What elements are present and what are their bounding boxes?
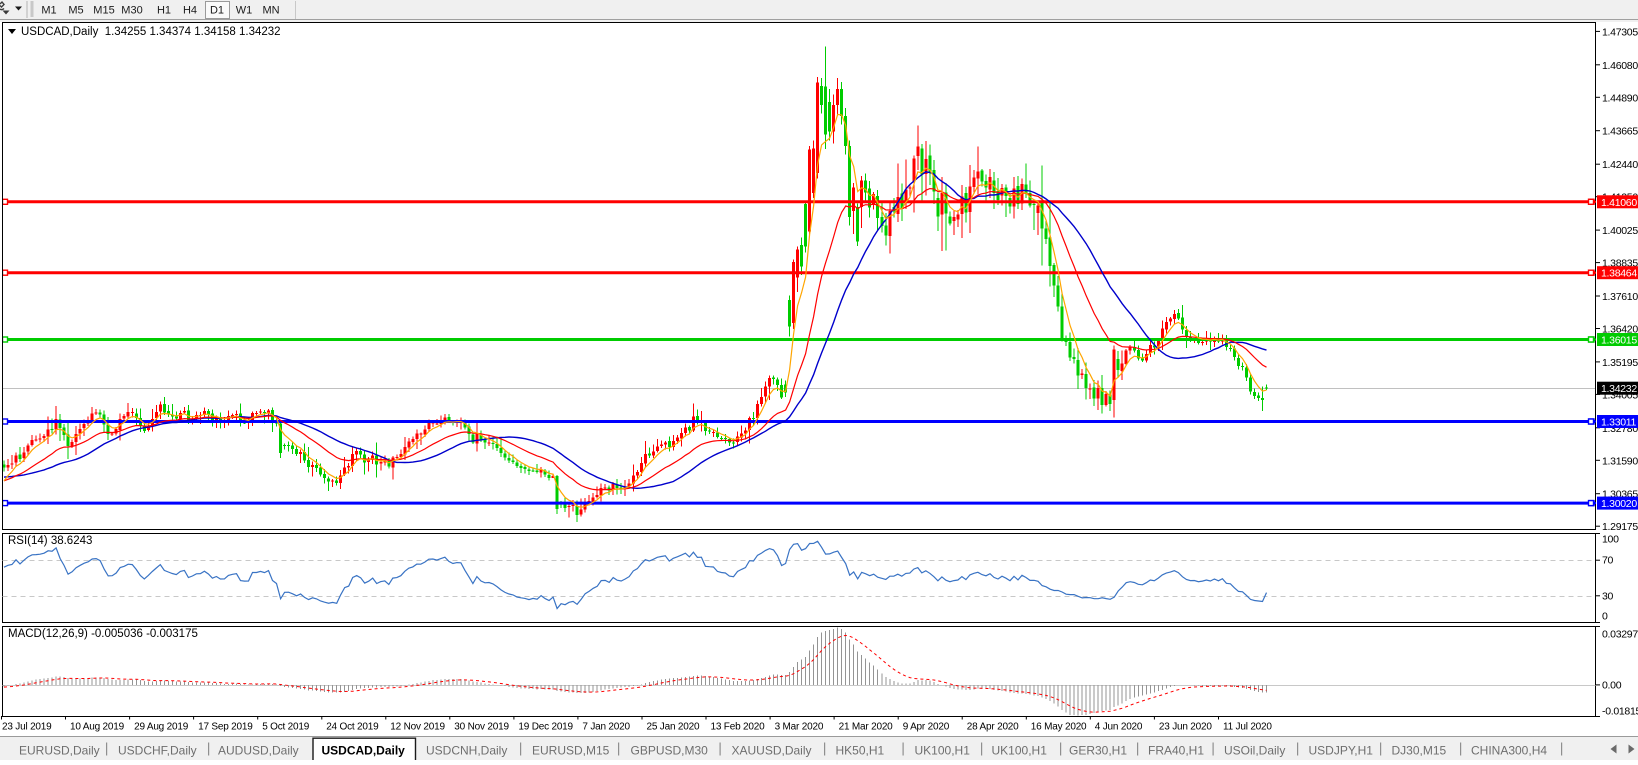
svg-text:UK100,H1: UK100,H1 (992, 744, 1048, 758)
svg-text:24 Oct 2019: 24 Oct 2019 (326, 722, 379, 733)
svg-text:0.00: 0.00 (1602, 679, 1622, 691)
svg-text:1.40025: 1.40025 (1602, 225, 1638, 237)
svg-text:12 Nov 2019: 12 Nov 2019 (390, 722, 445, 733)
svg-text:RSI(14) 38.6243: RSI(14) 38.6243 (8, 535, 92, 547)
svg-text:M15: M15 (93, 5, 114, 17)
svg-text:1.34232: 1.34232 (1601, 383, 1637, 395)
svg-text:7 Jan 2020: 7 Jan 2020 (582, 722, 630, 733)
svg-text:EURUSD,Daily: EURUSD,Daily (19, 744, 100, 758)
svg-text:FRA40,H1: FRA40,H1 (1148, 744, 1204, 758)
svg-text:XAUUSD,Daily: XAUUSD,Daily (732, 744, 812, 758)
svg-text:0: 0 (1602, 611, 1608, 623)
svg-text:GBPUSD,M30: GBPUSD,M30 (631, 744, 709, 758)
svg-text:30: 30 (1602, 590, 1614, 602)
svg-text:USOil,Daily: USOil,Daily (1224, 744, 1285, 758)
svg-text:1.33011: 1.33011 (1601, 417, 1637, 429)
svg-text:17 Sep 2019: 17 Sep 2019 (198, 722, 253, 733)
svg-text:0.032972: 0.032972 (1602, 629, 1638, 641)
svg-text:21 Mar 2020: 21 Mar 2020 (839, 722, 894, 733)
svg-text:UK100,H1: UK100,H1 (915, 744, 971, 758)
svg-text:23 Jun 2020: 23 Jun 2020 (1159, 722, 1212, 733)
svg-text:11 Jul 2020: 11 Jul 2020 (1223, 722, 1272, 733)
svg-text:1.44890: 1.44890 (1602, 92, 1638, 104)
svg-text:M1: M1 (41, 5, 56, 17)
svg-text:4 Jun 2020: 4 Jun 2020 (1095, 722, 1143, 733)
svg-text:USDCHF,Daily: USDCHF,Daily (118, 744, 197, 758)
svg-text:29 Aug 2019: 29 Aug 2019 (134, 722, 189, 733)
svg-text:16 May 2020: 16 May 2020 (1031, 722, 1087, 733)
svg-text:HK50,H1: HK50,H1 (836, 744, 885, 758)
svg-text:M5: M5 (68, 5, 83, 17)
svg-text:19 Dec 2019: 19 Dec 2019 (518, 722, 573, 733)
svg-text:H4: H4 (183, 5, 197, 17)
svg-text:5 Oct 2019: 5 Oct 2019 (262, 722, 310, 733)
svg-text:10 Aug 2019: 10 Aug 2019 (70, 722, 125, 733)
svg-text:9 Apr 2020: 9 Apr 2020 (903, 722, 950, 733)
svg-text:70: 70 (1602, 555, 1614, 567)
svg-text:EURUSD,M15: EURUSD,M15 (532, 744, 610, 758)
svg-text:USDCAD,Daily: USDCAD,Daily (322, 744, 406, 758)
svg-text:GER30,H1: GER30,H1 (1069, 744, 1127, 758)
svg-text:H1: H1 (157, 5, 171, 17)
svg-text:D1: D1 (210, 5, 224, 17)
svg-text:1.41060: 1.41060 (1601, 197, 1637, 209)
svg-text:MN: MN (262, 5, 279, 17)
svg-text:1.36420: 1.36420 (1602, 324, 1638, 336)
svg-text:1.29175: 1.29175 (1602, 521, 1638, 533)
svg-text:DJ30,M15: DJ30,M15 (1392, 744, 1447, 758)
svg-text:30 Nov 2019: 30 Nov 2019 (454, 722, 509, 733)
svg-text:CHINA300,H4: CHINA300,H4 (1471, 744, 1547, 758)
svg-text:100: 100 (1602, 534, 1619, 546)
svg-text:1.38464: 1.38464 (1601, 268, 1637, 280)
svg-text:1.30020: 1.30020 (1601, 498, 1637, 510)
svg-text:1.35195: 1.35195 (1602, 357, 1638, 369)
svg-text:USDCNH,Daily: USDCNH,Daily (426, 744, 507, 758)
svg-text:1.37610: 1.37610 (1602, 291, 1638, 303)
svg-text:W1: W1 (236, 5, 253, 17)
svg-text:1.31590: 1.31590 (1602, 455, 1638, 467)
svg-text:3 Mar 2020: 3 Mar 2020 (775, 722, 824, 733)
svg-text:28 Apr 2020: 28 Apr 2020 (967, 722, 1019, 733)
svg-text:1.46080: 1.46080 (1602, 60, 1638, 72)
svg-text:13 Feb 2020: 13 Feb 2020 (711, 722, 766, 733)
svg-text:1.42440: 1.42440 (1602, 159, 1638, 171)
svg-text:-0.018154: -0.018154 (1602, 706, 1638, 718)
svg-text:1.43665: 1.43665 (1602, 126, 1638, 138)
svg-text:M30: M30 (121, 5, 142, 17)
svg-text:23 Jul 2019: 23 Jul 2019 (2, 722, 52, 733)
svg-text:1.36015: 1.36015 (1601, 335, 1637, 347)
svg-text:USDJPY,H1: USDJPY,H1 (1309, 744, 1374, 758)
svg-text:25 Jan 2020: 25 Jan 2020 (647, 722, 700, 733)
svg-text:1.47305: 1.47305 (1602, 26, 1638, 38)
svg-text:USDCAD,Daily 1.34255 1.34374: USDCAD,Daily 1.34255 1.34374 1.34158 1.3… (21, 26, 281, 38)
svg-text:AUDUSD,Daily: AUDUSD,Daily (218, 744, 299, 758)
svg-text:MACD(12,26,9) -0.005036 -0.003: MACD(12,26,9) -0.005036 -0.003175 (8, 628, 198, 640)
